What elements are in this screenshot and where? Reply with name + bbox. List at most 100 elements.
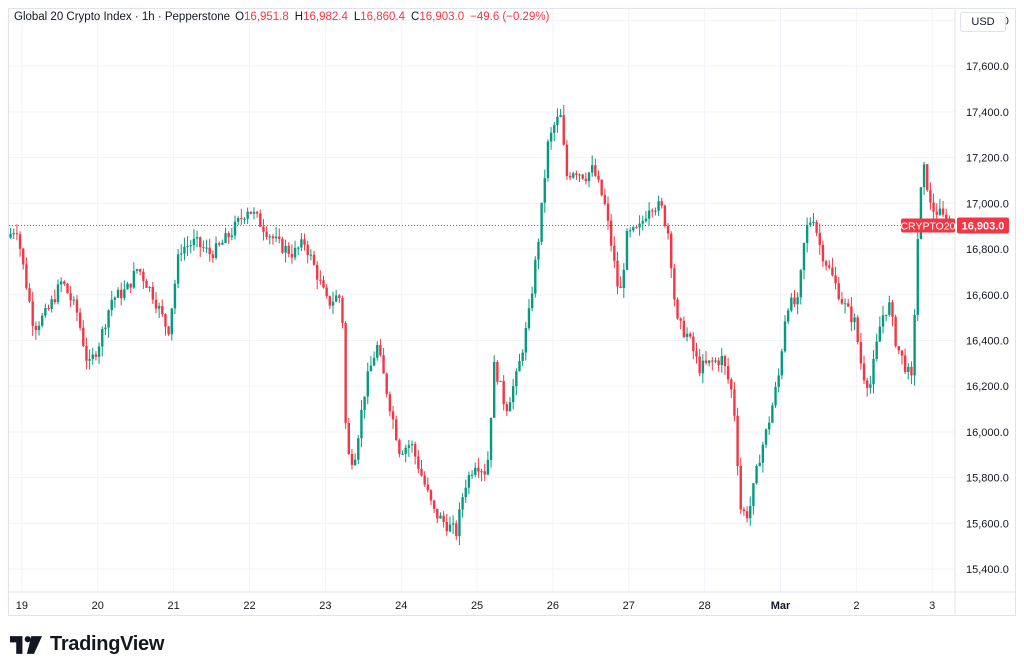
candle-body <box>505 404 509 412</box>
candle-down <box>420 459 423 477</box>
candle-body <box>344 323 347 423</box>
candle-up <box>480 468 483 482</box>
candle-body <box>161 306 164 315</box>
candle-up <box>913 308 916 386</box>
candle-down <box>395 415 398 441</box>
tradingview-logo[interactable]: TradingView <box>10 633 164 656</box>
candle-up <box>88 349 91 370</box>
candle-down <box>635 225 638 229</box>
candle-up <box>644 211 648 223</box>
candle-body <box>401 453 404 455</box>
candle-down <box>619 276 622 289</box>
candle-body <box>774 386 777 406</box>
candle-body <box>442 515 445 522</box>
candle-down <box>287 242 290 258</box>
candle-body <box>884 314 888 316</box>
candle-down <box>436 508 439 524</box>
candle-body <box>635 227 638 229</box>
candle-down <box>726 357 730 384</box>
candle-down <box>145 279 148 288</box>
candle-body <box>556 116 559 126</box>
candle-body <box>404 447 407 454</box>
candle-down <box>417 450 420 474</box>
candle-body <box>704 360 708 363</box>
candle-down <box>745 506 749 523</box>
candle-down <box>47 304 50 311</box>
candle-down <box>688 332 692 339</box>
candle-down <box>900 350 904 365</box>
y-tick-label: 17,400.0 <box>966 107 1009 119</box>
candle-body <box>518 361 521 372</box>
candle-up <box>173 279 177 315</box>
candle-body <box>587 172 591 182</box>
candle-body <box>227 233 230 238</box>
candle-up <box>553 122 556 142</box>
candle-down <box>290 244 294 264</box>
candle-body <box>805 224 809 244</box>
candle-body <box>549 132 553 142</box>
x-tick-label: 2 <box>853 600 859 612</box>
candle-up <box>543 169 546 213</box>
candle-down <box>63 280 66 287</box>
candle-body <box>293 247 297 258</box>
candle-body <box>413 444 417 457</box>
candle-up <box>104 323 107 336</box>
candle-body <box>126 283 129 290</box>
candle-body <box>496 361 499 382</box>
candle-body <box>202 247 205 249</box>
candle-body <box>322 280 325 288</box>
currency-button[interactable]: USD <box>960 12 1006 32</box>
candle-body <box>385 373 388 395</box>
candle-body <box>18 234 22 249</box>
candle-body <box>467 474 471 488</box>
candle-body <box>183 246 186 254</box>
candle-up <box>872 350 875 394</box>
candle-body <box>104 327 107 330</box>
candle-up <box>369 356 373 372</box>
candle-body <box>474 467 477 475</box>
candle-body <box>524 328 528 353</box>
candle-body <box>372 357 376 366</box>
candle-body <box>107 310 110 328</box>
candle-up <box>578 173 581 183</box>
symbol-title[interactable]: Global 20 Crypto Index · 1h · Pepperston… <box>14 11 231 23</box>
candle-body <box>707 360 711 363</box>
candle-down <box>167 325 170 337</box>
candle-down <box>894 314 897 348</box>
candle-body <box>730 379 733 390</box>
candle-up <box>590 155 594 177</box>
candle-body <box>132 270 136 288</box>
candle-body <box>654 210 657 212</box>
candle-down <box>606 196 610 230</box>
candle-body <box>423 475 426 485</box>
candle-up <box>922 161 926 195</box>
candle-down <box>315 260 319 290</box>
candle-body <box>530 293 534 309</box>
candle-body <box>22 248 25 265</box>
candle-body <box>249 211 253 214</box>
time-axis[interactable]: 19 20 21 22 23 24 25 26 27 28 Mar 2 3 <box>16 600 936 612</box>
candle-up <box>878 316 882 342</box>
candle-body <box>366 371 369 397</box>
price-axis[interactable]: 15,400.0 15,600.0 15,800.0 16,000.0 16,200.0… <box>966 15 1009 576</box>
candle-body <box>312 254 316 265</box>
candle-body <box>537 241 540 260</box>
candle-body <box>461 497 464 510</box>
candle-body <box>815 221 818 233</box>
candle-up <box>170 308 173 341</box>
candle-down <box>859 333 863 370</box>
candle-body <box>609 220 613 246</box>
candle-up <box>549 126 553 150</box>
candle-body <box>40 315 44 326</box>
candle-body <box>420 468 423 476</box>
candle-body <box>451 523 455 525</box>
candle-body <box>15 233 19 235</box>
x-tick-label: Mar <box>771 600 791 612</box>
candle-up <box>777 368 780 393</box>
candle-up <box>195 230 199 248</box>
candle-up <box>805 217 809 253</box>
x-tick-label: 23 <box>319 600 331 612</box>
candle-down <box>15 224 19 241</box>
candle-body <box>243 218 246 220</box>
